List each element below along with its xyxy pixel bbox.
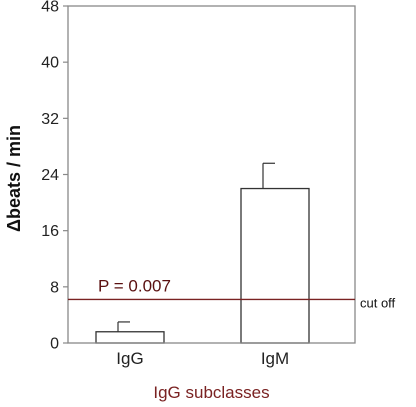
y-axis-label: Δbeats / min	[4, 125, 24, 232]
p-value-annotation: P = 0.007	[98, 276, 171, 295]
x-axis-category-labels: IgG IgM	[116, 349, 289, 368]
cutoff-label: cut off	[360, 295, 396, 310]
y-tick-label: 24	[41, 167, 59, 184]
x-axis-label: IgG subclasses	[153, 383, 269, 402]
y-tick-label: 32	[41, 111, 59, 128]
bar	[95, 331, 165, 344]
x-category-label: IgM	[261, 349, 289, 368]
y-tick-label: 8	[50, 279, 59, 296]
y-tick-label: 48	[41, 0, 59, 16]
error-bars	[117, 162, 275, 332]
bar	[240, 187, 310, 344]
y-tick-label: 16	[41, 223, 59, 240]
bars	[95, 187, 310, 344]
plot-frame	[67, 5, 356, 344]
y-axis-ticks: 0 8 16 24 32 40 48	[41, 0, 68, 353]
y-tick-label: 0	[50, 336, 59, 353]
y-tick-label: 40	[41, 55, 59, 72]
x-category-label: IgG	[116, 349, 143, 368]
